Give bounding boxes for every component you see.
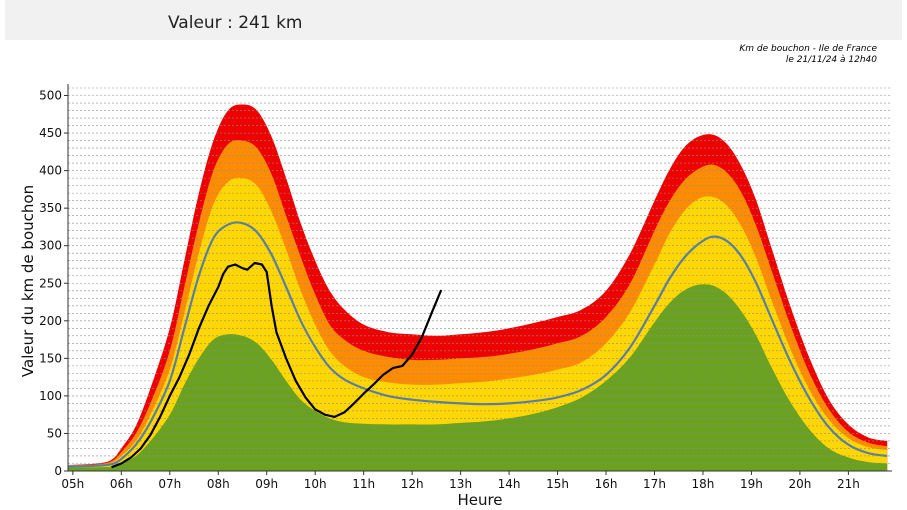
chart-title: Km de bouchon - Ile de France — [739, 44, 877, 54]
x-tick-label: 11h — [352, 477, 375, 491]
y-tick-label: 400 — [39, 164, 62, 178]
chart-axes: 0 50 100 150 200 250 300 350 400 450 500 05h 06h 07h 0… — [39, 84, 892, 491]
mean-line — [67, 221, 888, 468]
x-tick-label: 20h — [788, 477, 811, 491]
chart-areas — [68, 104, 888, 472]
x-tick-label: 13h — [449, 477, 472, 491]
x-tick-label: 10h — [304, 477, 327, 491]
value-readout: Valeur : 241 km — [168, 13, 303, 33]
y-tick-label: 350 — [39, 201, 62, 215]
chart-grid — [68, 87, 892, 464]
x-tick-label: 15h — [546, 477, 569, 491]
x-tick-label: 07h — [158, 477, 181, 491]
y-tick-label: 450 — [39, 126, 62, 140]
y-tick-label: 250 — [39, 276, 62, 290]
chart-title-block: Km de bouchon - Ile de France le 21/11/2… — [739, 44, 877, 66]
x-tick-label: 16h — [595, 477, 618, 491]
x-tick-label: 21h — [837, 477, 860, 491]
current-value-line — [111, 261, 443, 469]
x-tick-label: 06h — [110, 477, 133, 491]
x-tick-label: 18h — [692, 477, 715, 491]
value-bar: Valeur : 241 km — [5, 0, 902, 40]
x-tick-label: 12h — [401, 477, 424, 491]
x-tick-label: 14h — [498, 477, 521, 491]
x-tick-label: 09h — [255, 477, 278, 491]
chart-subtitle: le 21/11/24 à 12h40 — [785, 55, 877, 65]
x-tick-label: 19h — [740, 477, 763, 491]
x-tick-label: 08h — [207, 477, 230, 491]
y-tick-label: 150 — [39, 351, 62, 365]
chart-lines — [67, 221, 888, 469]
x-tick-label: 05h — [61, 477, 84, 491]
band-area-3 — [68, 284, 888, 471]
y-tick-label: 200 — [39, 314, 62, 328]
y-tick-label: 300 — [39, 239, 62, 253]
y-tick-label: 500 — [39, 89, 62, 103]
y-tick-label: 100 — [39, 389, 62, 403]
y-tick-label: 0 — [54, 464, 62, 478]
x-tick-label: 17h — [643, 477, 666, 491]
x-axis-label: Heure — [457, 491, 502, 509]
y-tick-label: 50 — [47, 426, 62, 440]
y-axis-label: Valeur du km de bouchon — [19, 185, 37, 377]
